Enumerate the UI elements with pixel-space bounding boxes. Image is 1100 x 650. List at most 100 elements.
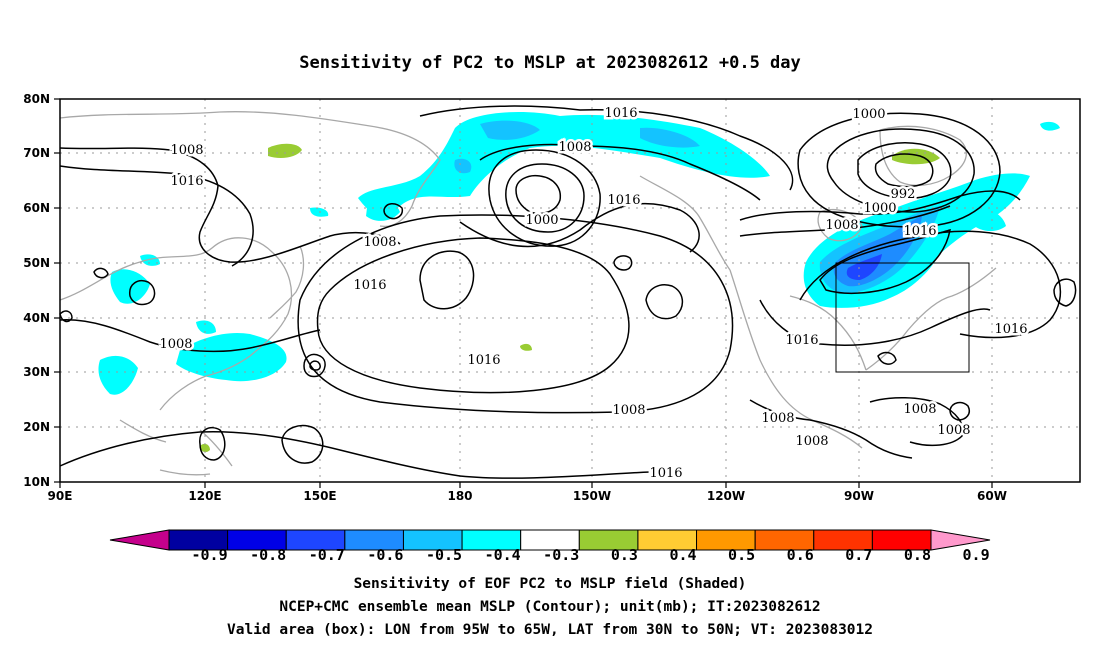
- colorbar-right-triangle: [930, 529, 991, 551]
- shade-east-asia: [98, 254, 287, 395]
- isobar-atlantic-low-1: [739, 190, 1021, 221]
- isobar-small-cells: [59, 203, 1077, 464]
- mslp-isobars: [59, 105, 1077, 479]
- contour-label: 1008: [795, 434, 828, 449]
- lat-tick-label: 80N: [23, 92, 50, 106]
- colorbar-label: 0.8: [904, 546, 931, 564]
- lon-tick-label: 180: [447, 489, 472, 503]
- colorbar-label: -0.3: [543, 546, 579, 564]
- isobar-1008-tropics: [59, 430, 651, 479]
- contour-label: 992: [891, 187, 916, 202]
- colorbar-label: 0.5: [728, 546, 755, 564]
- map-panel: 1016 1000 1008 1008 1016 1016 1000 1008 …: [59, 98, 1081, 484]
- contour-label: 1016: [607, 193, 640, 208]
- longitude-labels: 90E 120E 150E 180 150W 120W 90W 60W: [48, 489, 1007, 503]
- coastline-hudson-bay: [817, 209, 863, 242]
- colorbar-label: -0.5: [426, 546, 462, 564]
- caption-valid-area: Valid area (box): LON from 95W to 65W, L…: [227, 622, 873, 638]
- isobar-1016-atlantic: [799, 230, 1062, 339]
- colorbar-label: 0.9: [963, 546, 990, 564]
- isobar-1008-arctic: [479, 143, 761, 201]
- isobar-1016-north: [419, 105, 794, 191]
- negative-sensitivity-shading: [98, 112, 1060, 395]
- contour-label: 1008: [170, 143, 203, 158]
- coastlines: [59, 111, 997, 476]
- isobar-greenland-low-inner: [857, 142, 952, 200]
- contour-label: 1000: [525, 213, 558, 228]
- contour-label: 1008: [761, 411, 794, 426]
- lon-tick-label: 90W: [844, 489, 874, 503]
- lon-tick-label: 150E: [303, 489, 336, 503]
- contour-label: 1016: [170, 174, 203, 189]
- colorbar-label: -0.7: [309, 546, 345, 564]
- latitude-labels: 10N 20N 30N 40N 50N 60N 70N 80N: [23, 92, 50, 489]
- isobar-1008-mexico: [749, 399, 913, 459]
- contour-label: 1008: [825, 218, 858, 233]
- colorbar-labels: -0.9 -0.8 -0.7 -0.6 -0.5 -0.4 -0.3 0.3 0.4 0.5 0.6…: [191, 546, 989, 564]
- isobar-1016-asia: [59, 165, 254, 267]
- coastline-japan: [269, 245, 305, 319]
- contour-label: 1008: [937, 423, 970, 438]
- isobar-1008-south-asia: [59, 319, 321, 353]
- contour-label: 1016: [994, 322, 1027, 337]
- lon-tick-label: 120E: [188, 489, 221, 503]
- isobar-1008-caribbean: [869, 396, 964, 447]
- lat-tick-label: 10N: [23, 475, 50, 489]
- isobar-1008-asia: [59, 147, 401, 263]
- lat-tick-label: 20N: [23, 420, 50, 434]
- map-title: Sensitivity of PC2 to MSLP at 2023082612…: [299, 53, 801, 73]
- lat-tick-label: 40N: [23, 311, 50, 325]
- isobar-greenland-low-mid: [826, 128, 975, 213]
- contour-label: 1016: [353, 278, 386, 293]
- contour-label: 1008: [159, 337, 192, 352]
- lon-tick-label: 60W: [977, 489, 1007, 503]
- lat-tick-label: 30N: [23, 365, 50, 379]
- coastline-alaska: [639, 175, 731, 271]
- contour-label: 1000: [863, 201, 896, 216]
- contour-label: 1000: [852, 107, 885, 122]
- lon-tick-label: 150W: [573, 489, 611, 503]
- shade-atlantic-core: [846, 254, 882, 280]
- colorbar-label: -0.6: [367, 546, 403, 564]
- contour-label: 1008: [612, 403, 645, 418]
- colorbar-label: -0.9: [191, 546, 227, 564]
- isobar-pacific-low-mid: [505, 163, 585, 233]
- map-frame: [59, 98, 1081, 483]
- lon-tick-label: 120W: [707, 489, 745, 503]
- shade-green-siberia: [268, 143, 302, 158]
- isobar-greenland-low-outer: [797, 112, 1001, 228]
- contour-label: 1016: [903, 224, 936, 239]
- colorbar-label: -0.4: [485, 546, 521, 564]
- contour-label: 1008: [903, 402, 936, 417]
- isobar-pacific-low-inner: [515, 174, 562, 215]
- isobar-atlantic-low-2: [739, 205, 951, 237]
- isobar-1016-pacific: [459, 202, 700, 253]
- contour-label: 1008: [558, 140, 591, 155]
- caption-shaded: Sensitivity of EOF PC2 to MSLP field (Sh…: [354, 576, 747, 592]
- shade-bering-core: [454, 120, 700, 174]
- isobar-greenland-low-core: [874, 153, 934, 188]
- valid-area-box: [835, 262, 970, 373]
- colorbar-label: -0.8: [250, 546, 286, 564]
- coastline-east-asia: [59, 237, 293, 411]
- contour-label: 1016: [467, 353, 500, 368]
- isobar-1016-large: [316, 237, 630, 394]
- colorbar-label: 0.6: [787, 546, 814, 564]
- shade-siberia-patches: [310, 121, 1060, 232]
- axis-ticks: [54, 98, 993, 488]
- isobar-labels: 1016 1000 1008 1008 1016 1016 1000 1008 …: [157, 104, 1030, 484]
- contour-label: 1016: [604, 106, 637, 121]
- contour-label: 1008: [363, 235, 396, 250]
- isobar-1016-usa: [759, 299, 991, 346]
- colorbar: -0.9 -0.8 -0.7 -0.6 -0.5 -0.4 -0.3 0.3 0.4 0.5 0.6…: [109, 529, 991, 564]
- contour-label: 1016: [649, 466, 682, 481]
- colorbar-left-triangle: [109, 529, 170, 551]
- colorbar-segments: [168, 529, 932, 551]
- isobar-pacific-low-outer: [488, 149, 601, 247]
- colorbar-label: 0.4: [669, 546, 696, 564]
- colorbar-label: 0.7: [845, 546, 872, 564]
- caption-contour: NCEP+CMC ensemble mean MSLP (Contour); u…: [279, 599, 820, 615]
- lat-tick-label: 70N: [23, 146, 50, 160]
- contour-label: 1016: [785, 333, 818, 348]
